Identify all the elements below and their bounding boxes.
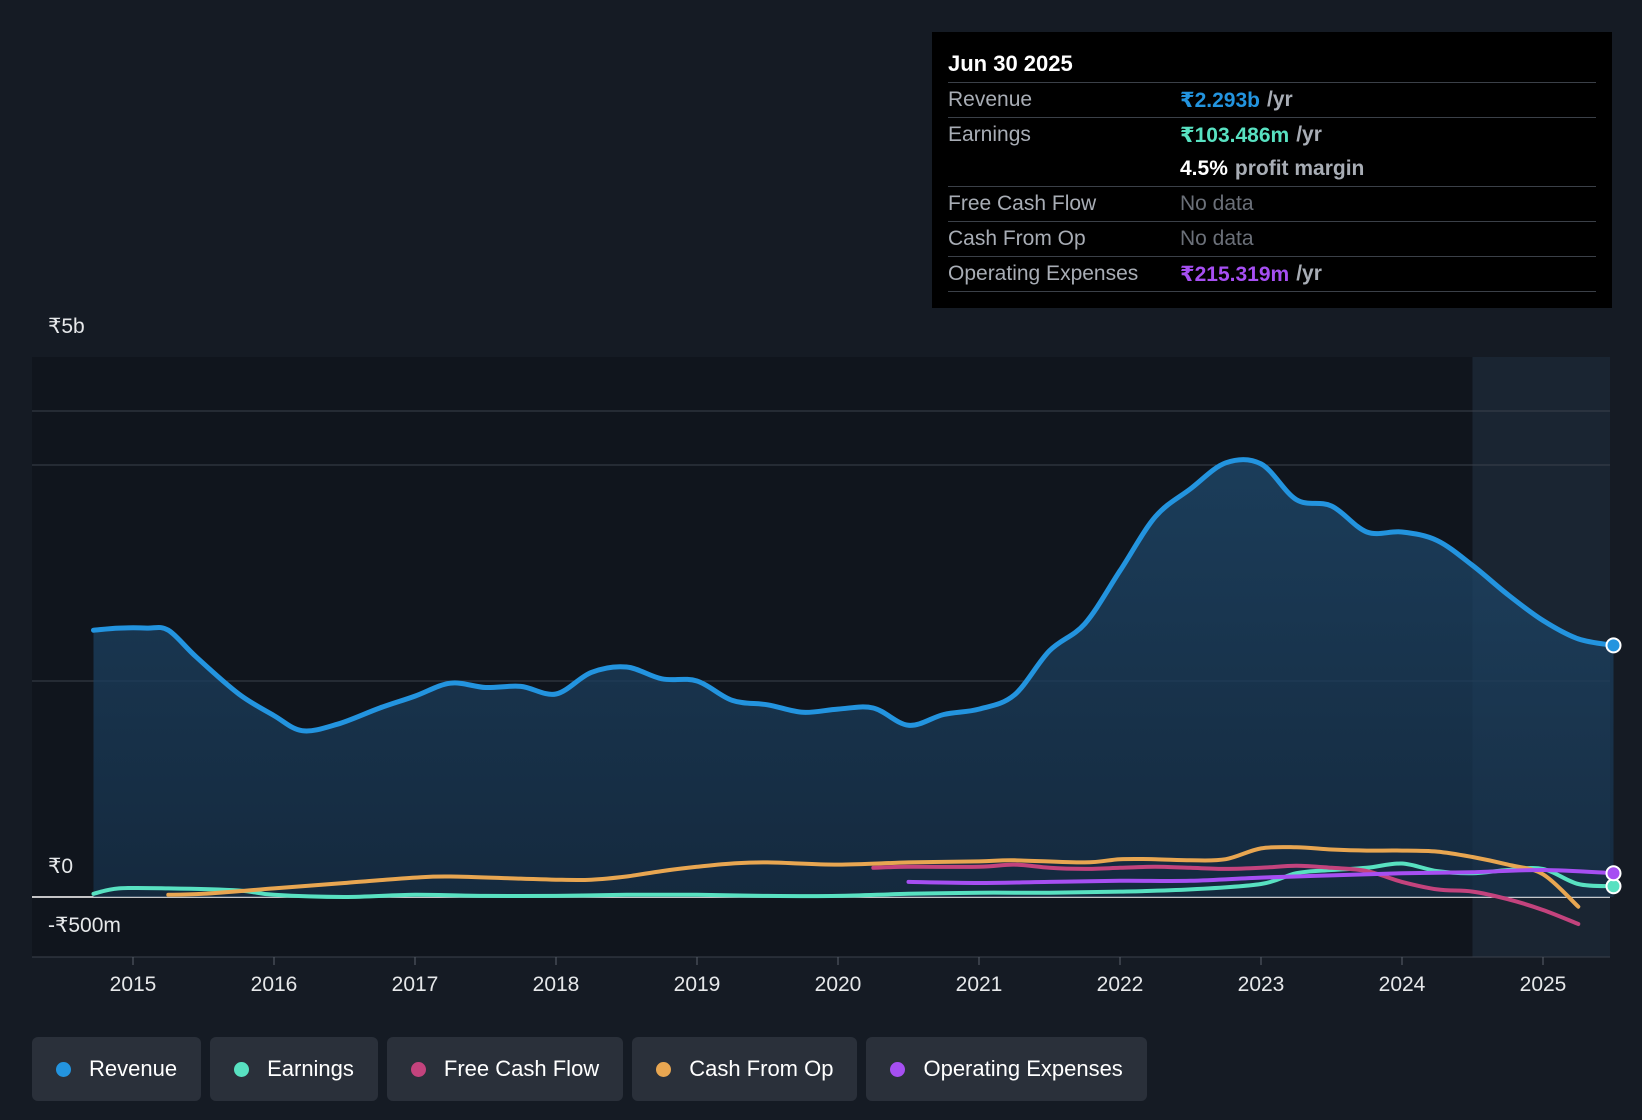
x-tick-label: 2018 xyxy=(533,973,580,996)
x-tick-label: 2017 xyxy=(392,973,439,996)
x-tick-label: 2019 xyxy=(674,973,721,996)
legend-label: Free Cash Flow xyxy=(443,1056,600,1081)
x-tick-label: 2016 xyxy=(251,973,298,996)
earnings-dot-icon xyxy=(234,1061,250,1077)
legend-item-free-cash-flow[interactable]: Free Cash Flow xyxy=(386,1037,624,1101)
tooltip-row-profit-margin: 4.5% profit margin xyxy=(948,152,1596,186)
x-tick-label: 2020 xyxy=(815,973,862,996)
tooltip-value: ₹2.293b xyxy=(1180,88,1260,112)
free-cash-flow-line xyxy=(871,862,1581,926)
operating-expenses-line xyxy=(906,867,1616,885)
legend-item-operating-expenses[interactable]: Operating Expenses xyxy=(866,1037,1147,1101)
legend-item-cash-from-op[interactable]: Cash From Op xyxy=(632,1037,858,1101)
legend: Revenue Earnings Free Cash Flow Cash Fro… xyxy=(32,1037,1156,1101)
tooltip-unit: /yr xyxy=(1267,88,1293,111)
revenue-line xyxy=(91,457,1616,734)
legend-label: Earnings xyxy=(267,1056,354,1081)
tooltip-value: No data xyxy=(1180,192,1254,215)
free-cash-flow-dot-icon xyxy=(410,1061,426,1077)
tooltip-date: Jun 30 2025 xyxy=(948,51,1073,76)
operating-expenses-end-marker xyxy=(1605,865,1622,882)
y-tick-label: ₹5b xyxy=(48,315,85,338)
x-tick-label: 2023 xyxy=(1238,973,1285,996)
tooltip-row-operating-expenses: Operating Expenses ₹215.319m /yr xyxy=(948,256,1596,292)
x-tick-label: 2021 xyxy=(956,973,1003,996)
tooltip-value: No data xyxy=(1180,227,1254,250)
tooltip-unit: profit margin xyxy=(1234,157,1365,180)
tooltip-label: Cash From Op xyxy=(948,227,1086,250)
legend-item-earnings[interactable]: Earnings xyxy=(210,1037,378,1101)
legend-item-revenue[interactable]: Revenue xyxy=(32,1037,202,1101)
x-tick-label: 2025 xyxy=(1520,973,1567,996)
legend-label: Cash From Op xyxy=(689,1056,834,1081)
legend-label: Revenue xyxy=(89,1056,178,1081)
tooltip-panel: Jun 30 2025 Revenue ₹2.293b /yr Earnings… xyxy=(932,32,1612,308)
revenue-dot-icon xyxy=(56,1061,71,1077)
tooltip-row-free-cash-flow: Free Cash Flow No data xyxy=(948,186,1596,221)
revenue-area xyxy=(93,459,1614,897)
tooltip-value: 4.5% xyxy=(1180,157,1228,180)
y-tick-label: ₹0 xyxy=(48,855,73,878)
operating-expenses-dot-icon xyxy=(890,1061,906,1077)
cash-from-op-dot-icon xyxy=(656,1061,672,1077)
tooltip-label: Earnings xyxy=(948,123,1031,146)
tooltip-unit: /yr xyxy=(1296,123,1322,146)
cash-from-op-line xyxy=(166,845,1581,909)
tooltip-row-earnings: Earnings ₹103.486m /yr xyxy=(948,117,1596,152)
y-tick-label: -₹500m xyxy=(48,914,121,937)
x-tick-label: 2022 xyxy=(1097,973,1144,996)
tooltip-label: Operating Expenses xyxy=(948,262,1139,285)
tooltip-unit: /yr xyxy=(1296,262,1322,285)
tooltip-label: Free Cash Flow xyxy=(948,192,1097,215)
tooltip-row-cash-from-op: Cash From Op No data xyxy=(948,221,1596,256)
x-tick-label: 2024 xyxy=(1379,973,1426,996)
earnings-end-marker xyxy=(1605,878,1622,895)
legend-label: Operating Expenses xyxy=(923,1056,1123,1081)
tooltip-value: ₹103.486m xyxy=(1180,123,1290,147)
tooltip-value: ₹215.319m xyxy=(1180,262,1290,286)
tooltip-label: Revenue xyxy=(948,88,1033,111)
tooltip-row-revenue: Revenue ₹2.293b /yr xyxy=(948,82,1596,117)
revenue-end-marker xyxy=(1605,637,1622,654)
x-tick-label: 2015 xyxy=(110,973,157,996)
